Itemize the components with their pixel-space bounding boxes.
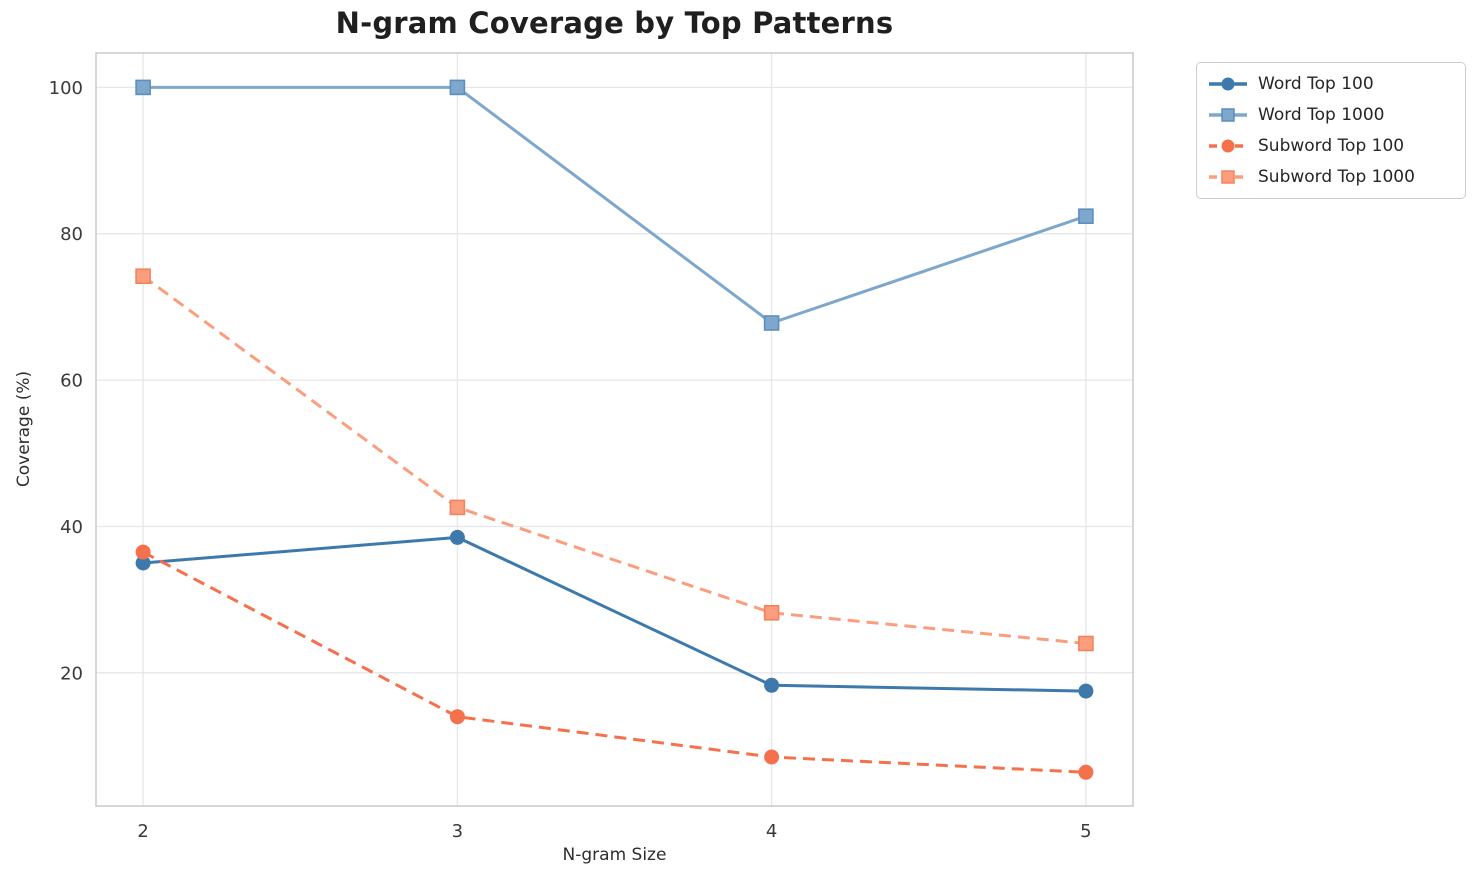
legend-label: Subword Top 1000	[1258, 167, 1415, 187]
svg-text:60: 60	[60, 371, 83, 392]
legend-swatch-subword-top-1000	[1209, 170, 1247, 184]
svg-text:20: 20	[60, 663, 83, 684]
legend-swatch-word-top-1000	[1209, 108, 1247, 122]
svg-text:2: 2	[137, 821, 148, 842]
legend-item-word-top-100: Word Top 100	[1207, 72, 1453, 96]
legend: Word Top 100 Word Top 1000 Subword Top 1…	[1196, 62, 1466, 199]
svg-text:80: 80	[60, 224, 83, 245]
legend-label: Word Top 1000	[1258, 105, 1385, 125]
svg-text:3: 3	[452, 821, 463, 842]
legend-swatch-word-top-100	[1209, 77, 1247, 91]
x-axis-label: N-gram Size	[562, 845, 667, 865]
chart-title: N-gram Coverage by Top Patterns	[335, 6, 894, 40]
legend-swatch-subword-top-100	[1209, 139, 1247, 153]
legend-item-word-top-1000: Word Top 1000	[1207, 103, 1453, 127]
legend-label: Subword Top 100	[1258, 136, 1405, 156]
svg-text:4: 4	[766, 821, 777, 842]
legend-item-subword-top-100: Subword Top 100	[1207, 134, 1453, 158]
svg-text:5: 5	[1080, 821, 1091, 842]
legend-item-subword-top-1000: Subword Top 1000	[1207, 165, 1453, 189]
svg-text:40: 40	[60, 517, 83, 538]
y-axis-label-text: Coverage (%)	[14, 370, 34, 488]
svg-text:100: 100	[49, 78, 83, 99]
legend-label: Word Top 100	[1258, 74, 1374, 94]
